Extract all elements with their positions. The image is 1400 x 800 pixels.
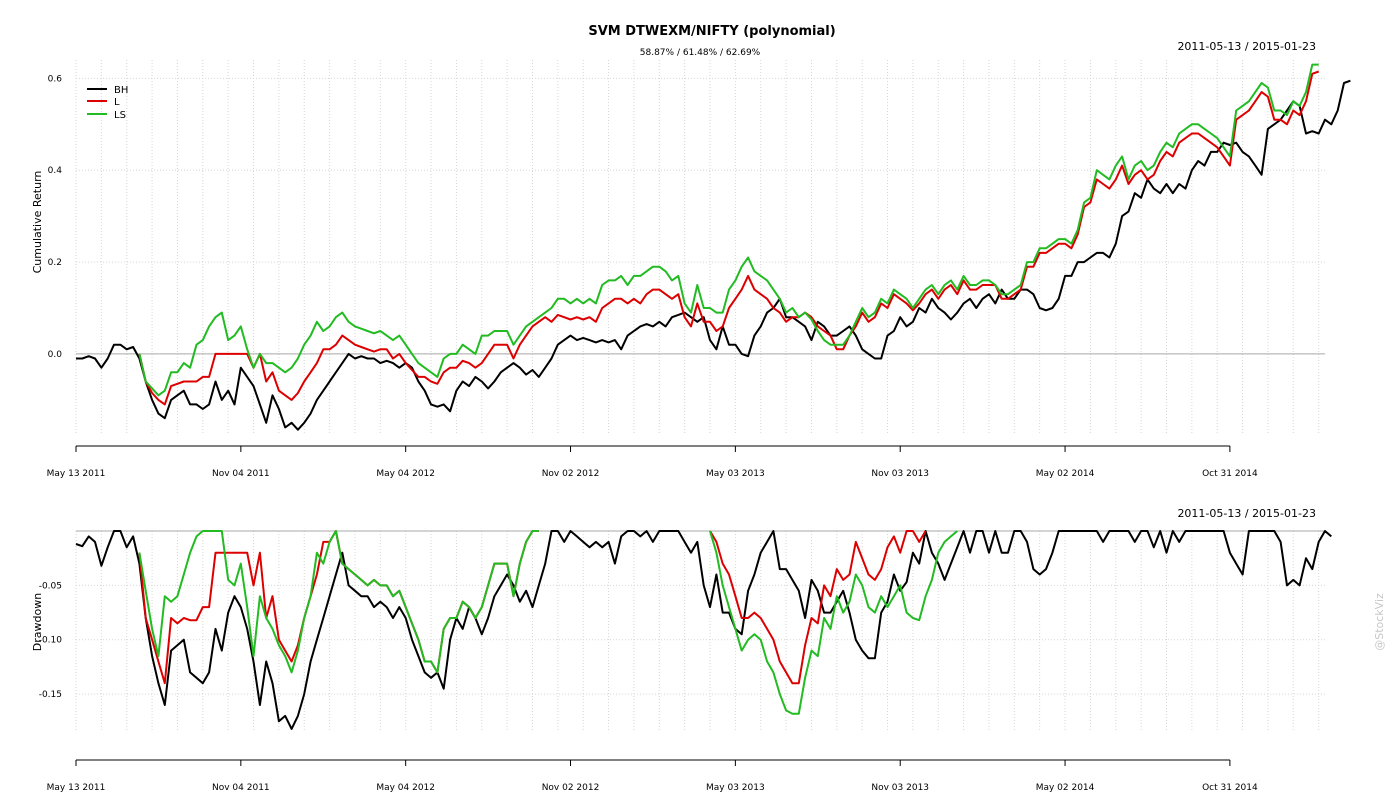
legend-label-l: L: [114, 97, 120, 108]
top-series-lines: [76, 63, 1351, 431]
bottom-x-tick-label: May 04 2012: [376, 783, 435, 793]
legend: BH L LS: [87, 85, 128, 121]
top-x-tick-label: May 13 2011: [47, 469, 106, 479]
watermark: @StockViz: [1373, 593, 1386, 651]
bottom-x-tick-label: May 13 2011: [47, 783, 106, 793]
top-series-l-line-1: [138, 70, 1320, 406]
bottom-series-l-line-2: [709, 530, 927, 685]
bottom-x-tick-label: May 03 2013: [706, 783, 765, 793]
top-x-tick-label: Nov 04 2011: [212, 469, 270, 479]
top-series-ls-line-2: [138, 63, 1319, 397]
top-y-tick-label: 0.4: [48, 166, 63, 176]
top-y-tick-label: 0.2: [48, 258, 62, 268]
top-y-axis: 0.0 0.2 0.4 0.6: [48, 74, 63, 360]
top-x-tick-label: Oct 31 2014: [1202, 469, 1258, 479]
bottom-y-axis-label: Drawdown: [31, 593, 44, 651]
top-x-tick-label: May 03 2013: [706, 469, 765, 479]
bottom-x-tick-label: Nov 03 2013: [871, 783, 929, 793]
top-date-range: 2011-05-13 / 2015-01-23: [1177, 40, 1316, 53]
bottom-y-tick-label: -0.15: [39, 690, 62, 700]
top-y-tick-label: 0.6: [48, 74, 63, 84]
bottom-x-tick-label: Oct 31 2014: [1202, 783, 1258, 793]
top-x-axis: May 13 2011 Nov 04 2011 May 04 2012 Nov 02 …: [47, 445, 1258, 479]
bottom-y-tick-label: -0.10: [39, 636, 63, 646]
chart-subtitle: 58.87% / 61.48% / 62.69%: [640, 48, 761, 58]
top-y-axis-label: Cumulative Return: [31, 171, 44, 274]
top-grid: [75, 60, 1325, 433]
bottom-series-ls-line-3: [138, 530, 539, 674]
top-y-tick-label: 0.0: [48, 350, 63, 360]
bottom-series-bh-line-0: [75, 530, 1332, 730]
bottom-grid: [75, 530, 1325, 731]
bottom-x-tick-label: Nov 02 2012: [542, 783, 600, 793]
chart-title: SVM DTWEXM/NIFTY (polynomial): [588, 24, 835, 39]
top-x-tick-label: May 04 2012: [376, 469, 435, 479]
legend-label-ls: LS: [114, 110, 126, 121]
bottom-series-l-line-1: [138, 530, 539, 685]
bottom-x-axis: May 13 2011 Nov 04 2011 May 04 2012 Nov 02 …: [47, 759, 1258, 793]
bottom-y-tick-label: -0.05: [39, 581, 62, 591]
top-x-tick-label: Nov 03 2013: [871, 469, 929, 479]
bottom-series-ls-line-4: [709, 530, 958, 715]
top-x-tick-label: May 02 2014: [1036, 469, 1095, 479]
top-x-tick-label: Nov 02 2012: [542, 469, 600, 479]
bottom-y-axis: -0.05 -0.10 -0.15: [39, 581, 63, 700]
bottom-date-range: 2011-05-13 / 2015-01-23: [1177, 507, 1316, 520]
top-series-bh-line-0: [76, 79, 1351, 431]
bottom-series-lines: [75, 530, 1332, 730]
bottom-x-tick-label: May 02 2014: [1036, 783, 1095, 793]
bottom-x-tick-label: Nov 04 2011: [212, 783, 270, 793]
legend-label-bh: BH: [114, 85, 128, 96]
